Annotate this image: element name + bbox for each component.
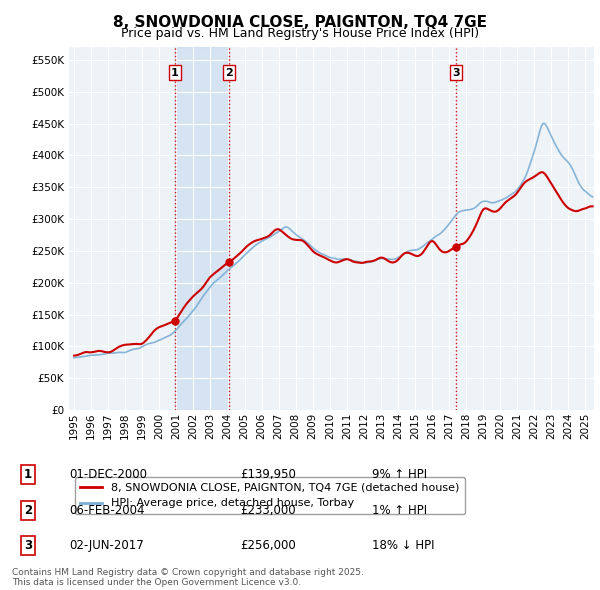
Text: 01-DEC-2000: 01-DEC-2000	[69, 468, 147, 481]
Text: 9% ↑ HPI: 9% ↑ HPI	[372, 468, 427, 481]
Bar	[175, 47, 229, 410]
Text: 2: 2	[24, 504, 32, 517]
Text: 3: 3	[452, 68, 460, 78]
Text: £139,950: £139,950	[240, 468, 296, 481]
Text: £256,000: £256,000	[240, 539, 296, 552]
Text: Contains HM Land Registry data © Crown copyright and database right 2025.
This d: Contains HM Land Registry data © Crown c…	[12, 568, 364, 587]
Text: £233,000: £233,000	[240, 504, 296, 517]
Legend: 8, SNOWDONIA CLOSE, PAIGNTON, TQ4 7GE (detached house), HPI: Average price, deta: 8, SNOWDONIA CLOSE, PAIGNTON, TQ4 7GE (d…	[74, 477, 465, 514]
Text: 1: 1	[24, 468, 32, 481]
Text: 18% ↓ HPI: 18% ↓ HPI	[372, 539, 434, 552]
Text: 3: 3	[24, 539, 32, 552]
Text: 8, SNOWDONIA CLOSE, PAIGNTON, TQ4 7GE: 8, SNOWDONIA CLOSE, PAIGNTON, TQ4 7GE	[113, 15, 487, 30]
Text: 02-JUN-2017: 02-JUN-2017	[69, 539, 144, 552]
Text: 2: 2	[225, 68, 233, 78]
Text: 1: 1	[171, 68, 179, 78]
Text: Price paid vs. HM Land Registry's House Price Index (HPI): Price paid vs. HM Land Registry's House …	[121, 27, 479, 40]
Text: 06-FEB-2004: 06-FEB-2004	[69, 504, 145, 517]
Text: 1% ↑ HPI: 1% ↑ HPI	[372, 504, 427, 517]
